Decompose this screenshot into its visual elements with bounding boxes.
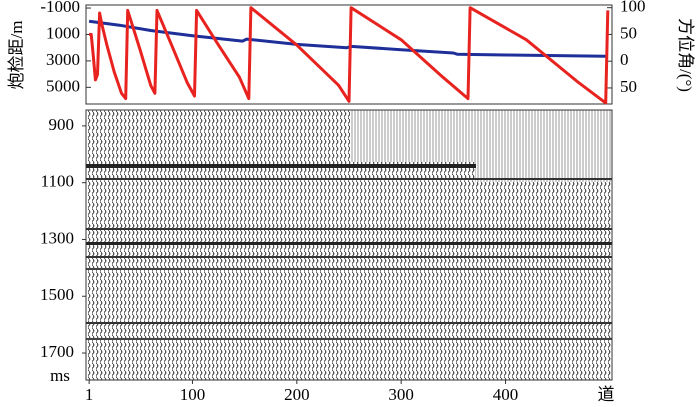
y-tick-label: 1500 <box>40 285 74 304</box>
line <box>89 6 610 105</box>
x-tick-label: 400 <box>493 385 519 404</box>
x-axis-label: 道 <box>598 385 615 404</box>
y-tick-label: 1000 <box>46 23 80 42</box>
x-tick-label: 100 <box>180 385 206 404</box>
y-axis-label: 炮检距/m <box>7 21 26 90</box>
y-tick-label: 1300 <box>40 228 74 247</box>
y2-tick-label: 50 <box>620 23 637 42</box>
section-frame <box>85 109 613 381</box>
y-tick-label: -1000 <box>40 0 80 16</box>
seismic-section <box>86 110 612 380</box>
x-tick-label: 300 <box>388 385 414 404</box>
y-tick-label: 3000 <box>46 50 80 69</box>
y-axis-label: ms <box>50 366 70 385</box>
y2-tick-label: 100 <box>620 0 646 16</box>
x-tick-label: 200 <box>284 385 310 404</box>
line <box>88 19 606 58</box>
y2-tick-label: 50 <box>620 77 637 96</box>
x-tick-label: 1 <box>85 385 94 404</box>
y2-tick-label: 0 <box>620 50 629 69</box>
line-frame <box>85 4 613 105</box>
y2-axis-label: 方位角/(°) <box>676 18 695 92</box>
y-tick-label: 1700 <box>40 342 74 361</box>
y-tick-label: 1100 <box>41 172 74 191</box>
y-tick-label: 900 <box>49 115 75 134</box>
y-tick-label: 5000 <box>46 76 80 95</box>
